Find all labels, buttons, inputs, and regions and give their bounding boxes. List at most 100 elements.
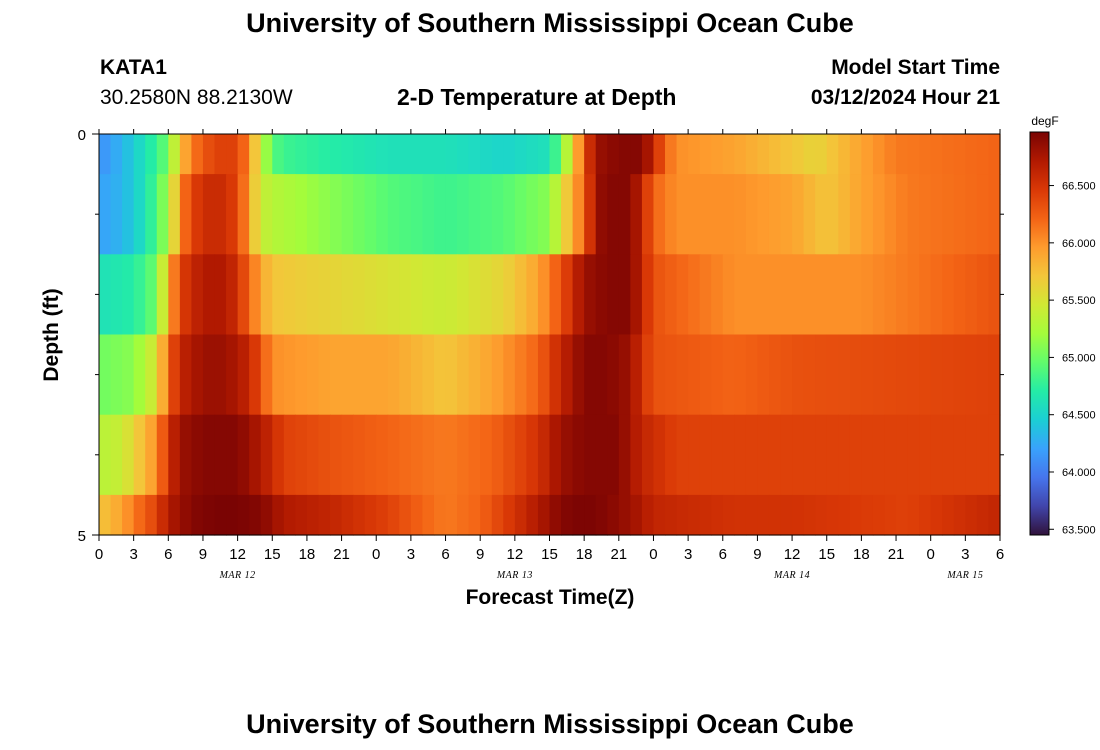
heatmap-cell bbox=[780, 254, 793, 336]
heatmap-cell bbox=[179, 134, 193, 175]
heatmap-cell bbox=[376, 174, 389, 255]
heatmap-cell bbox=[422, 134, 435, 175]
heatmap-cell bbox=[283, 254, 296, 336]
x-tick-label: 18 bbox=[299, 546, 316, 563]
x-tick-label: 9 bbox=[476, 546, 484, 563]
heatmap-cell bbox=[526, 334, 539, 416]
heatmap-cell bbox=[272, 174, 285, 255]
heatmap-cell bbox=[688, 134, 701, 175]
heatmap-cell bbox=[133, 134, 146, 175]
heatmap-cell bbox=[826, 174, 839, 255]
heatmap-cell bbox=[722, 334, 735, 416]
heatmap-cell bbox=[249, 414, 262, 496]
heatmap-cell bbox=[676, 414, 689, 496]
heatmap-cell bbox=[665, 494, 678, 536]
heatmap-cell bbox=[422, 174, 435, 255]
heatmap-cell bbox=[122, 134, 135, 175]
heatmap-cell bbox=[711, 174, 724, 255]
heatmap-cell bbox=[653, 254, 666, 336]
heatmap-cell bbox=[699, 134, 712, 175]
heatmap-cell bbox=[249, 494, 262, 536]
heatmap-cell bbox=[618, 134, 631, 175]
heatmap-cell bbox=[815, 414, 828, 496]
heatmap-cell bbox=[953, 254, 966, 336]
heatmap-cell bbox=[734, 134, 747, 175]
heatmap-cell bbox=[884, 174, 897, 255]
heatmap-cell bbox=[330, 134, 343, 175]
heatmap-cell bbox=[272, 334, 285, 416]
heatmap-cell bbox=[376, 334, 389, 416]
heatmap-cell bbox=[942, 494, 955, 536]
heatmap-cell bbox=[768, 134, 782, 175]
heatmap-cell bbox=[641, 414, 655, 496]
heatmap-cell bbox=[561, 334, 574, 416]
heatmap-cell bbox=[549, 494, 562, 536]
heatmap-cell bbox=[202, 334, 216, 416]
heatmap-cell bbox=[734, 414, 747, 496]
heatmap-cell bbox=[676, 174, 689, 255]
heatmap-cell bbox=[803, 494, 816, 536]
heatmap-cell bbox=[445, 134, 458, 175]
heatmap-cell bbox=[792, 134, 805, 175]
heatmap-cell bbox=[503, 174, 516, 255]
heatmap-cell bbox=[872, 254, 886, 336]
heatmap-cell bbox=[457, 254, 470, 336]
heatmap-cell bbox=[341, 414, 354, 496]
heatmap-cell bbox=[445, 494, 458, 536]
heatmap-cell bbox=[561, 134, 574, 175]
heatmap-cell bbox=[872, 174, 886, 255]
heatmap-cell bbox=[364, 134, 377, 175]
heatmap-cell bbox=[399, 174, 412, 255]
heatmap-cell bbox=[514, 134, 527, 175]
colorbar-tick-label: 63.500 bbox=[1062, 524, 1096, 536]
heatmap-cell bbox=[514, 494, 527, 536]
heatmap-cell bbox=[803, 414, 816, 496]
heatmap-cell bbox=[745, 414, 759, 496]
heatmap-cell bbox=[433, 174, 447, 255]
heatmap-cell bbox=[526, 134, 539, 175]
heatmap-cell bbox=[988, 414, 1001, 496]
heatmap-cell bbox=[803, 174, 816, 255]
heatmap-cell bbox=[838, 134, 851, 175]
heatmap-cell bbox=[503, 414, 516, 496]
heatmap-cell bbox=[318, 254, 331, 336]
heatmap-cell bbox=[537, 174, 551, 255]
heatmap-cell bbox=[387, 414, 400, 496]
heatmap-cell bbox=[561, 414, 574, 496]
heatmap-cell bbox=[861, 254, 874, 336]
heatmap-cell bbox=[260, 174, 273, 255]
heatmap-cell bbox=[630, 174, 643, 255]
heatmap-cell bbox=[665, 134, 678, 175]
heatmap-cell bbox=[156, 174, 169, 255]
heatmap-cell bbox=[953, 174, 966, 255]
heatmap-cell bbox=[826, 494, 839, 536]
heatmap-cell bbox=[919, 494, 932, 536]
heatmap-cell bbox=[99, 494, 112, 536]
heatmap-cell bbox=[410, 334, 424, 416]
heatmap-cell bbox=[491, 254, 504, 336]
heatmap-cell bbox=[849, 414, 862, 496]
heatmap-cell bbox=[353, 134, 366, 175]
heatmap-cell bbox=[976, 414, 990, 496]
heatmap-cell bbox=[711, 254, 724, 336]
x-axis: 0 3 6 9 12 15 18 21 0 3 6 9 12 15 18 21 0 3 6 9 12 15 18 21 0 3 6 M… bbox=[95, 129, 1004, 581]
heatmap-cell bbox=[306, 134, 320, 175]
heatmap-cell bbox=[341, 494, 354, 536]
heatmap-cell bbox=[838, 254, 851, 336]
heatmap-cell bbox=[907, 414, 920, 496]
heatmap-cell bbox=[480, 494, 493, 536]
y-tick-label: 5 bbox=[78, 528, 86, 545]
heatmap-cell bbox=[930, 134, 943, 175]
heatmap-cell bbox=[514, 414, 527, 496]
heatmap-cell bbox=[537, 254, 551, 336]
x-axis-title: Forecast Time(Z) bbox=[466, 586, 635, 609]
heatmap-cell bbox=[410, 494, 424, 536]
heatmap-cell bbox=[722, 254, 735, 336]
heatmap-cell bbox=[618, 414, 631, 496]
heatmap-cell bbox=[202, 494, 216, 536]
heatmap-cell bbox=[665, 174, 678, 255]
heatmap-cell bbox=[561, 254, 574, 336]
heatmap-cell bbox=[711, 334, 724, 416]
heatmap-cell bbox=[399, 414, 412, 496]
heatmap-cell bbox=[122, 494, 135, 536]
